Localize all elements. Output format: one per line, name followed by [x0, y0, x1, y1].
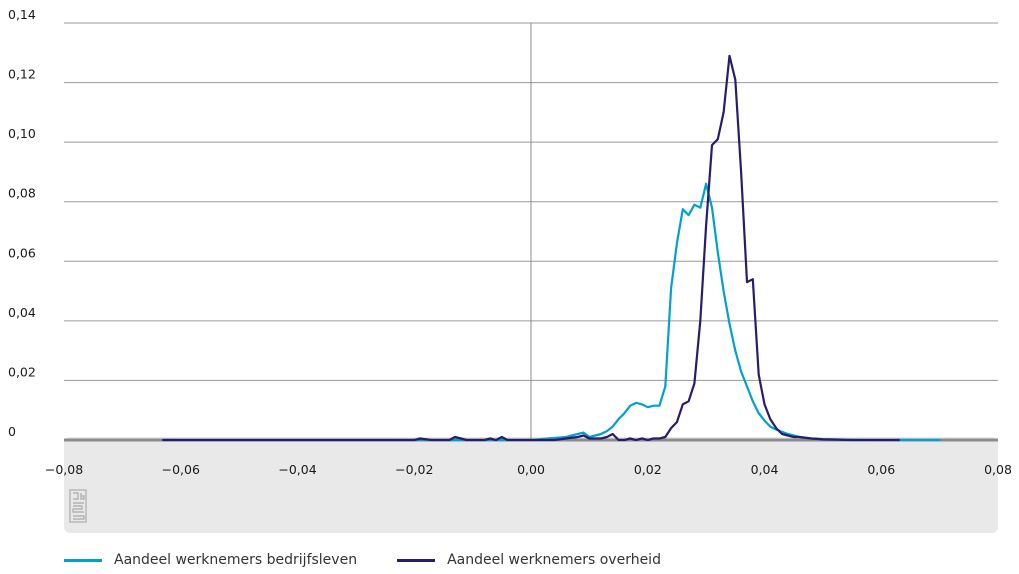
legend-item-overheid: Aandeel werknemers overheid: [397, 552, 661, 568]
x-axis-ticks: −0,08 −0,06 −0,04 −0,02 0,00 0,02 0,04 0,06 0,08: [45, 462, 1012, 477]
x-tick-label: 0,00: [517, 462, 545, 477]
y-tick-label: 0,12: [8, 67, 36, 82]
y-tick-label: 0,10: [8, 126, 36, 141]
x-tick-label: −0,02: [395, 462, 433, 477]
y-tick-label: 0,08: [8, 186, 36, 201]
x-tick-label: −0,04: [278, 462, 316, 477]
x-tick-label: −0,06: [162, 462, 200, 477]
legend-item-bedrijfsleven: Aandeel werknemers bedrijfsleven: [64, 552, 357, 568]
x-tick-label: −0,08: [45, 462, 83, 477]
x-tick-label: 0,04: [751, 462, 779, 477]
y-axis-ticks: 0 0,02 0,04 0,06 0,08 0,10 0,12 0,14: [8, 7, 36, 439]
legend-label-bedrijfsleven: Aandeel werknemers bedrijfsleven: [114, 552, 357, 568]
line-chart: 0 0,02 0,04 0,06 0,08 0,10 0,12 0,14 −0,08 −0,06…: [0, 0, 1019, 545]
series-layer: [163, 56, 939, 440]
x-tick-label: 0,02: [634, 462, 662, 477]
legend-swatch-overheid: [397, 559, 435, 562]
y-tick-label: 0,02: [8, 364, 36, 379]
legend-swatch-bedrijfsleven: [64, 559, 102, 562]
x-tick-label: 0,08: [984, 462, 1012, 477]
x-axis-band: [64, 437, 998, 533]
legend: Aandeel werknemers bedrijfsleven Aandeel…: [64, 552, 661, 568]
y-tick-label: 0,04: [8, 305, 36, 320]
series-line-0: [163, 184, 939, 440]
y-tick-label: 0,06: [8, 245, 36, 260]
y-tick-label: 0,14: [8, 7, 36, 22]
x-tick-label: 0,06: [867, 462, 895, 477]
y-tick-label: 0: [8, 424, 16, 439]
legend-label-overheid: Aandeel werknemers overheid: [447, 552, 661, 568]
